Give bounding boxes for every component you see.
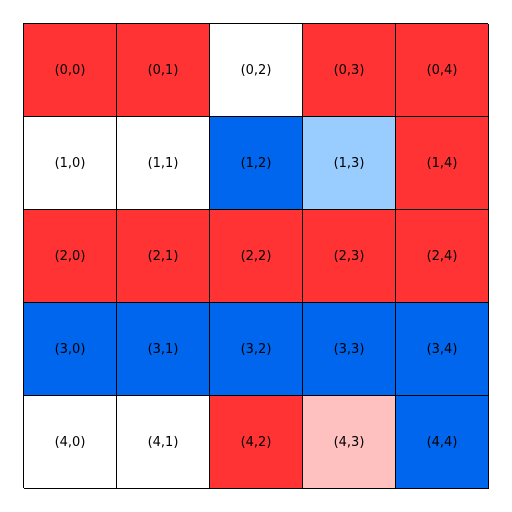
grid-cell-0-1[interactable]: (0,1) bbox=[117, 24, 210, 117]
grid-cell-1-1[interactable]: (1,1) bbox=[117, 117, 210, 210]
grid-cell-0-3[interactable]: (0,3) bbox=[303, 24, 396, 117]
grid-cell-1-2[interactable]: (1,2) bbox=[210, 117, 303, 210]
grid-cell-3-0[interactable]: (3,0) bbox=[24, 303, 117, 396]
grid-cell-1-0[interactable]: (1,0) bbox=[24, 117, 117, 210]
grid-cell-4-2[interactable]: (4,2) bbox=[210, 396, 303, 489]
grid-cell-0-0[interactable]: (0,0) bbox=[24, 24, 117, 117]
grid-cell-3-2[interactable]: (3,2) bbox=[210, 303, 303, 396]
grid-cell-1-4[interactable]: (1,4) bbox=[396, 117, 489, 210]
grid-cell-3-3[interactable]: (3,3) bbox=[303, 303, 396, 396]
grid-cell-1-3[interactable]: (1,3) bbox=[303, 117, 396, 210]
game-board: (0,0) (0,1) (0,2) (0,3) (0,4) (1,0) (1,1… bbox=[23, 23, 489, 489]
grid-cell-3-1[interactable]: (3,1) bbox=[117, 303, 210, 396]
grid-cell-2-3[interactable]: (2,3) bbox=[303, 210, 396, 303]
grid-cell-4-4[interactable]: (4,4) bbox=[396, 396, 489, 489]
grid-cell-2-1[interactable]: (2,1) bbox=[117, 210, 210, 303]
grid-cell-2-0[interactable]: (2,0) bbox=[24, 210, 117, 303]
grid-cell-3-4[interactable]: (3,4) bbox=[396, 303, 489, 396]
grid-cell-0-4[interactable]: (0,4) bbox=[396, 24, 489, 117]
grid-cell-4-0[interactable]: (4,0) bbox=[24, 396, 117, 489]
grid-cell-2-2[interactable]: (2,2) bbox=[210, 210, 303, 303]
grid-cell-0-2[interactable]: (0,2) bbox=[210, 24, 303, 117]
grid-cell-4-1[interactable]: (4,1) bbox=[117, 396, 210, 489]
grid-cell-4-3[interactable]: (4,3) bbox=[303, 396, 396, 489]
grid-cell-2-4[interactable]: (2,4) bbox=[396, 210, 489, 303]
